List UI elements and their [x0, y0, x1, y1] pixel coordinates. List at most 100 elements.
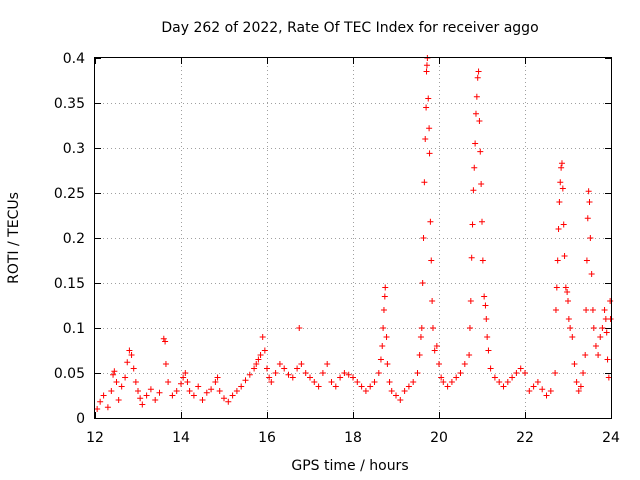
- data-point: [433, 343, 440, 349]
- y-tick-label: 0.4: [63, 51, 85, 67]
- data-point: [468, 254, 475, 261]
- data-point: [289, 374, 296, 381]
- data-point: [238, 383, 245, 390]
- grid-lines: [95, 58, 611, 418]
- data-point: [427, 218, 434, 225]
- data-point: [589, 307, 596, 313]
- data-point: [479, 257, 486, 264]
- y-tick-label: 0.05: [54, 366, 85, 382]
- data-point: [221, 395, 227, 402]
- data-point: [261, 347, 268, 354]
- data-point: [601, 307, 608, 313]
- data-point: [375, 370, 382, 376]
- data-point: [564, 289, 571, 295]
- data-point: [294, 365, 301, 372]
- data-point: [471, 164, 478, 171]
- data-point: [255, 356, 262, 363]
- data-point: [367, 383, 374, 390]
- data-point: [483, 316, 490, 322]
- data-point: [561, 253, 568, 259]
- data-point: [319, 370, 326, 376]
- data-point: [416, 352, 423, 358]
- data-point: [110, 371, 117, 378]
- data-point: [332, 383, 339, 390]
- data-point: [195, 383, 202, 390]
- data-point: [380, 325, 387, 331]
- data-point: [588, 271, 595, 277]
- data-point: [216, 388, 223, 394]
- data-point: [496, 379, 503, 385]
- data-point: [487, 365, 494, 372]
- data-point: [311, 379, 318, 385]
- data-point: [472, 140, 479, 147]
- data-point: [478, 181, 485, 187]
- data-point: [419, 280, 426, 286]
- data-point: [381, 293, 388, 300]
- data-point: [113, 379, 120, 385]
- data-point: [156, 389, 163, 396]
- data-point: [426, 150, 433, 157]
- data-point: [186, 388, 193, 394]
- data-point: [379, 343, 386, 349]
- data-point: [214, 374, 221, 381]
- data-point: [199, 397, 206, 403]
- data-point: [422, 136, 429, 142]
- data-point: [414, 370, 421, 376]
- data-point: [467, 298, 474, 304]
- x-tick-label: 24: [602, 430, 620, 446]
- data-point: [485, 347, 492, 354]
- data-point: [328, 379, 335, 385]
- data-point: [477, 148, 484, 155]
- data-point: [429, 325, 436, 331]
- data-point: [417, 334, 424, 340]
- data-point: [604, 356, 611, 363]
- data-point: [470, 187, 477, 194]
- data-point: [281, 365, 288, 372]
- data-point: [555, 226, 562, 232]
- data-point: [500, 383, 507, 390]
- data-point: [577, 383, 584, 390]
- data-point: [583, 257, 590, 264]
- data-point: [575, 388, 582, 394]
- data-point: [461, 361, 468, 367]
- data-point: [565, 298, 571, 304]
- data-point: [180, 374, 187, 381]
- data-point: [410, 379, 417, 385]
- data-point: [386, 379, 393, 385]
- data-point: [444, 383, 451, 390]
- data-point: [315, 383, 322, 390]
- data-points: [94, 55, 614, 412]
- data-point: [539, 386, 546, 393]
- data-point: [420, 235, 427, 241]
- data-point: [560, 221, 567, 228]
- data-point: [418, 325, 425, 331]
- data-point: [178, 380, 184, 387]
- data-point: [137, 395, 144, 402]
- data-point: [147, 386, 154, 393]
- data-point: [584, 215, 591, 222]
- data-point: [476, 118, 483, 124]
- data-point: [558, 164, 565, 171]
- x-tick-label: 18: [344, 430, 362, 446]
- data-point: [448, 379, 455, 385]
- data-point: [229, 392, 236, 399]
- data-point: [428, 257, 435, 264]
- data-point: [473, 93, 480, 100]
- data-point: [94, 406, 101, 412]
- data-point: [522, 370, 528, 376]
- data-point: [582, 352, 589, 358]
- data-point: [426, 125, 433, 132]
- data-point: [558, 160, 565, 167]
- data-point: [554, 257, 561, 264]
- y-tick-label: 0: [76, 411, 85, 427]
- data-point: [122, 374, 129, 381]
- data-point: [132, 379, 139, 385]
- data-point: [259, 334, 266, 340]
- data-point: [605, 374, 612, 381]
- data-point: [405, 383, 412, 390]
- data-point: [115, 397, 122, 403]
- data-point: [592, 343, 599, 349]
- data-point: [453, 374, 460, 381]
- data-point: [440, 379, 447, 385]
